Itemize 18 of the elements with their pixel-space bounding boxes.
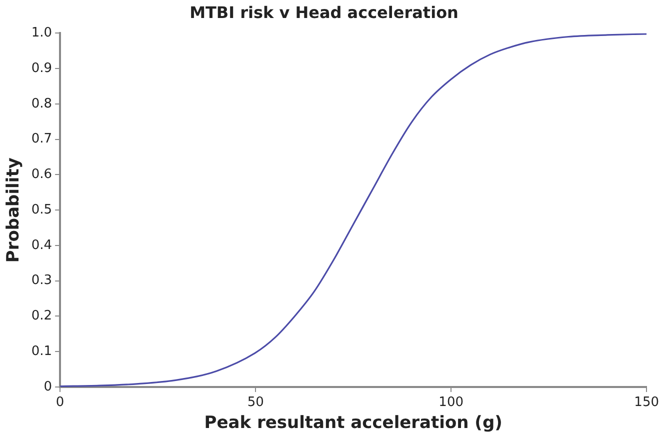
y-tick-label: 0.5 xyxy=(31,202,52,218)
y-tick-label: 0.3 xyxy=(31,273,52,288)
y-tick-label: 0.4 xyxy=(31,238,52,253)
y-tick-label: 1.0 xyxy=(31,26,52,41)
y-tick-label: 0.9 xyxy=(31,60,52,76)
y-tick-label: 0.7 xyxy=(31,132,52,147)
y-tick-label: 0.2 xyxy=(31,308,52,324)
chart-title: MTBI risk v Head acceleration xyxy=(190,2,458,22)
x-tick-label: 0 xyxy=(56,395,64,410)
x-axis-title: Peak resultant acceleration (g) xyxy=(204,413,502,434)
x-tick-label: 50 xyxy=(247,395,264,410)
y-tick-label: 0 xyxy=(44,379,52,394)
y-tick-label: 0.6 xyxy=(31,167,52,182)
y-tick-label: 0.8 xyxy=(31,96,52,112)
x-tick-label: 100 xyxy=(438,395,464,410)
y-axis-title: Probability xyxy=(4,158,24,263)
x-tick-label: 150 xyxy=(634,395,660,410)
y-tick-label: 0.1 xyxy=(31,344,52,359)
